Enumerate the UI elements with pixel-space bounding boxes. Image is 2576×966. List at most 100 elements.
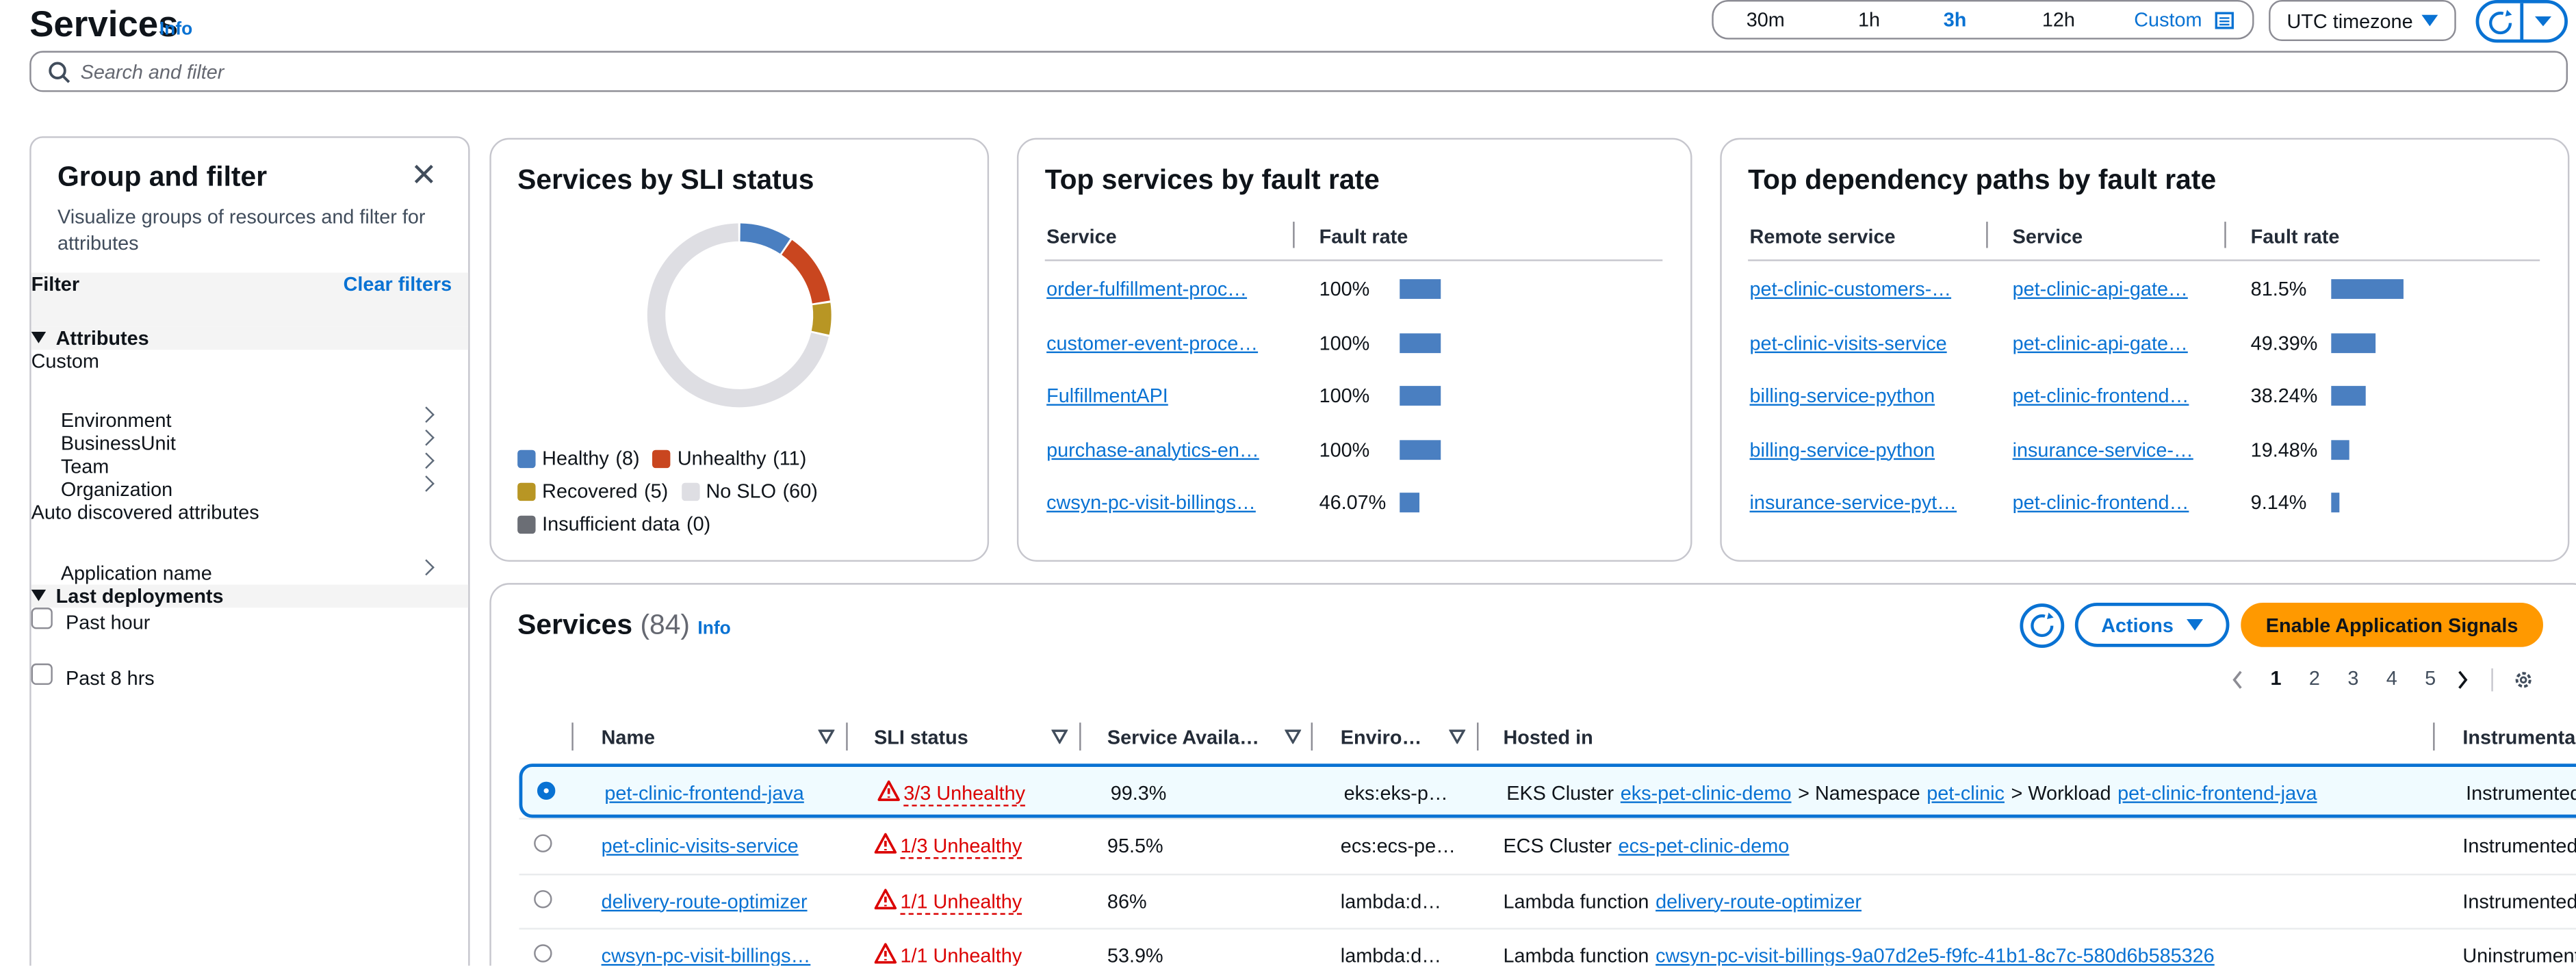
deployment-option[interactable]: Past hour — [31, 608, 469, 664]
refresh-button[interactable] — [2475, 0, 2568, 43]
fault-bar — [2331, 386, 2365, 406]
table-row[interactable]: pet-clinic-visits-service 1/3 Unhealthy 95… — [519, 818, 2576, 872]
service-name-link[interactable]: delivery-route-optimizer — [601, 889, 808, 913]
card-title: Top services by fault rate — [1044, 164, 1380, 196]
legend: Healthy (8) Unhealthy (11) Recovered (5) No SL… — [517, 442, 846, 540]
donut-segment — [782, 239, 830, 304]
service-link[interactable]: insurance-service-… — [2012, 437, 2193, 461]
sort-icon[interactable] — [1285, 729, 1302, 744]
attribute-row[interactable]: Application name — [31, 559, 469, 585]
column-header[interactable]: Service Availa… — [1107, 726, 1260, 749]
service-link[interactable]: FulfillmentAPI — [1046, 384, 1168, 408]
deployment-option[interactable]: Past 8 hrs — [31, 663, 469, 720]
time-range-option[interactable]: 3h — [1943, 8, 1967, 31]
service-count: (84) — [640, 609, 691, 641]
service-name-link[interactable]: pet-clinic-frontend-java — [604, 781, 804, 805]
service-link[interactable]: pet-clinic-visits-service — [1749, 330, 1947, 354]
attribute-row[interactable]: BusinessUnit — [31, 429, 469, 455]
search-bar[interactable]: Search and filter — [29, 51, 2568, 92]
fault-rate: 38.24% — [2250, 384, 2318, 408]
page-number[interactable]: 2 — [2308, 666, 2320, 690]
radio[interactable] — [534, 889, 552, 908]
timezone-select[interactable]: UTC timezone — [2269, 0, 2456, 42]
service-link[interactable]: pet-clinic-frontend… — [2012, 384, 2189, 408]
table-row[interactable]: delivery-route-optimizer 1/1 Unhealthy 86%… — [519, 873, 2576, 927]
sli-card: Services by SLI status Healthy (8) Unhealt… — [489, 138, 990, 562]
card-title: Top dependency paths by fault rate — [1748, 164, 2217, 196]
dropdown-icon — [2187, 618, 2204, 630]
page-number[interactable]: 1 — [2270, 666, 2282, 690]
sli-status[interactable]: 1/1 Unhealthy — [900, 944, 1022, 965]
checkbox[interactable] — [31, 663, 53, 686]
radio[interactable] — [534, 944, 552, 963]
resource-link[interactable]: pet-clinic-frontend-java — [2117, 781, 2317, 805]
service-link[interactable]: insurance-service-pyt… — [1749, 491, 1957, 514]
resource-link[interactable]: eks-pet-clinic-demo — [1620, 781, 1792, 805]
service-link[interactable]: customer-event-proce… — [1046, 330, 1259, 354]
donut-segment — [740, 223, 790, 254]
service-link[interactable]: cwsyn-pc-visit-billings… — [1046, 491, 1256, 514]
attribute-row[interactable]: Team — [31, 452, 469, 478]
time-range-option[interactable]: 12h — [2042, 8, 2075, 31]
attribute-row[interactable]: Organization — [31, 475, 469, 501]
service-link[interactable]: purchase-analytics-en… — [1046, 437, 1259, 461]
page-number[interactable]: 3 — [2347, 666, 2359, 690]
info-link[interactable]: Info — [159, 19, 193, 40]
fault-bar — [2331, 439, 2349, 459]
attribute-row[interactable]: Environment — [31, 406, 469, 432]
filter-panel: Group and filter Visualize groups of res… — [29, 136, 470, 966]
sli-status[interactable]: 3/3 Unhealthy — [903, 782, 1026, 807]
table-row[interactable]: pet-clinic-frontend-java 3/3 Unhealthy 99.… — [519, 763, 2576, 818]
sli-status[interactable]: 1/3 Unhealthy — [900, 835, 1022, 860]
sort-icon[interactable] — [818, 729, 835, 744]
close-button[interactable] — [414, 164, 434, 184]
column-header[interactable]: Enviro… — [1340, 726, 1422, 749]
instrumentation: Uninstrumented — [2462, 944, 2576, 966]
resource-link[interactable]: ecs-pet-clinic-demo — [1618, 835, 1790, 858]
fault-rate: 100% — [1319, 277, 1370, 301]
time-range-option[interactable]: 1h — [1857, 8, 1881, 31]
time-range-option[interactable]: Custom — [2134, 8, 2202, 31]
time-range-option[interactable]: 30m — [1746, 8, 1785, 31]
radio[interactable] — [534, 835, 552, 853]
service-link[interactable]: pet-clinic-api-gate… — [2012, 277, 2188, 301]
environment: lambda:d… — [1340, 944, 1442, 966]
service-link[interactable]: billing-service-python — [1749, 384, 1935, 408]
warning-icon — [874, 943, 897, 964]
enable-button[interactable]: Enable Application Signals — [2241, 602, 2543, 647]
service-name-link[interactable]: pet-clinic-visits-service — [601, 835, 799, 858]
group-heading-label: Custom — [31, 350, 99, 373]
service-link[interactable]: pet-clinic-customers-… — [1749, 277, 1952, 301]
hosted-in: EKS Cluster eks-pet-clinic-demo > Namespac… — [1506, 782, 2323, 805]
legend-swatch — [517, 449, 536, 467]
column-header[interactable]: Name — [601, 726, 656, 749]
page-number[interactable]: 4 — [2386, 666, 2397, 690]
search-placeholder: Search and filter — [80, 60, 224, 84]
sort-icon[interactable] — [1449, 729, 1466, 744]
service-link[interactable]: pet-clinic-api-gate… — [2012, 330, 2188, 354]
service-name-link[interactable]: cwsyn-pc-visit-billings… — [601, 944, 811, 966]
refresh-table-button[interactable] — [2019, 603, 2065, 649]
pagination-arrows[interactable] — [2229, 668, 2576, 692]
fault-bar — [2331, 279, 2404, 299]
resource-link[interactable]: cwsyn-pc-visit-billings-9a07d2e5-f9fc-41… — [1656, 944, 2215, 966]
column-header[interactable]: Instrumenta… — [2462, 726, 2576, 749]
page-number[interactable]: 5 — [2425, 666, 2436, 690]
sort-icon[interactable] — [1051, 729, 1068, 744]
actions-button[interactable]: Actions — [2074, 602, 2230, 647]
checkbox[interactable] — [31, 608, 53, 629]
table-row[interactable]: cwsyn-pc-visit-billings… 1/1 Unhealthy 53.… — [519, 928, 2576, 965]
column-header[interactable]: Hosted in — [1503, 726, 1593, 749]
clear-filters[interactable]: Clear filters — [343, 272, 452, 296]
column-divider — [1311, 722, 1313, 751]
chevron — [418, 452, 435, 469]
info-link[interactable]: Info — [697, 618, 731, 639]
service-link[interactable]: pet-clinic-frontend… — [2012, 491, 2189, 514]
column-header[interactable]: SLI status — [874, 726, 968, 749]
resource-link[interactable]: delivery-route-optimizer — [1656, 889, 1862, 913]
service-link[interactable]: order-fulfillment-proc… — [1046, 277, 1248, 301]
resource-link[interactable]: pet-clinic — [1927, 781, 2005, 805]
sli-status[interactable]: 1/1 Unhealthy — [900, 889, 1022, 915]
service-link[interactable]: billing-service-python — [1749, 437, 1935, 461]
radio[interactable] — [537, 781, 556, 800]
